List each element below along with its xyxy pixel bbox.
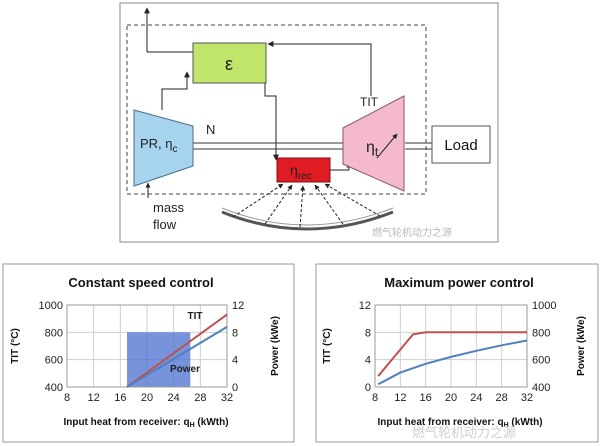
y-left-tick-label: 800: [45, 327, 63, 339]
compressor-shape: [133, 109, 194, 187]
compressor-label-main: PR, η: [140, 136, 173, 151]
x-tick-label: 12: [394, 392, 406, 404]
y-left-axis-label: TIT (°C): [322, 328, 333, 364]
x-tick-label: 24: [470, 392, 482, 404]
x-axis-label-sub: H: [504, 422, 509, 429]
chart-title: Constant speed control: [68, 275, 213, 290]
x-tick-label: 20: [141, 392, 153, 404]
y-left-tick-label: 400: [45, 382, 63, 394]
y-left-tick-label: 600: [45, 355, 63, 367]
y-right-tick-label: 8: [232, 327, 238, 339]
cycle-schematic: ε PR, ηc N ηt TIT ηrec Load mass flow: [119, 2, 499, 243]
recuperator-label-sub: rec: [298, 171, 312, 182]
recuperator-label: ηrec: [290, 162, 312, 182]
compressor-label: PR, ηc: [140, 136, 178, 155]
x-axis-label: Input heat from receiver: qH (kWth): [377, 417, 542, 429]
x-axis-label-unit: (kWth): [509, 417, 543, 428]
y-right-axis-label: Power (kWe): [576, 316, 587, 376]
x-tick-label: 8: [372, 392, 378, 404]
x-axis-label: Input heat from receiver: qH (kWth): [63, 417, 228, 429]
schematic-frame: [119, 2, 499, 243]
mass-flow-label-line2: flow: [153, 217, 177, 232]
compressor-label-sub: c: [173, 144, 178, 155]
chart-title: Maximum power control: [384, 275, 534, 290]
watermark-text: 燃气轮机动力之源: [372, 226, 452, 239]
x-axis-label-main: Input heat from receiver: q: [377, 417, 503, 428]
series-line-power: [377, 339, 528, 386]
y-left-tick-label: 4: [365, 355, 371, 367]
y-left-tick-label: 8: [365, 327, 371, 339]
plot-border: [374, 304, 528, 388]
y-right-tick-label: 600: [532, 355, 550, 367]
compressor-outlet-line: [161, 71, 190, 110]
operating-region: [127, 332, 191, 387]
y-right-tick-label: 4: [232, 355, 238, 367]
x-axis-label-sub: H: [190, 422, 195, 429]
y-right-tick-label: 1000: [532, 300, 556, 312]
load-box: [431, 125, 491, 164]
turbine-shape: [342, 95, 405, 192]
recuperator-effectiveness-box: [192, 42, 267, 84]
constant-speed-control-chart: Constant speed control TIT (°C) Power (k…: [2, 263, 295, 443]
solar-dish-rim: [221, 207, 394, 226]
y-left-axis-label: TIT (°C): [10, 328, 21, 364]
series-line-power: [126, 326, 228, 388]
x-tick-label: 28: [496, 392, 508, 404]
sun-ray: [299, 185, 306, 228]
sun-ray: [264, 184, 293, 225]
series-annotation-tit: TIT: [188, 311, 203, 322]
y-right-tick-label: 800: [532, 327, 550, 339]
y-right-tick-label: 0: [232, 382, 238, 394]
system-boundary: [126, 24, 427, 195]
chart-frame: [315, 263, 599, 443]
y-left-tick-label: 0: [365, 382, 371, 394]
x-tick-label: 8: [64, 392, 70, 404]
solar-dish: [221, 210, 394, 231]
watermark-text: 燃气轮机动力之源: [412, 425, 516, 440]
x-tick-label: 28: [194, 392, 206, 404]
turbine-label-main: η: [366, 139, 375, 156]
turbine-variable-arrow: [376, 133, 398, 159]
x-tick-label: 20: [445, 392, 457, 404]
x-tick-label: 12: [88, 392, 100, 404]
load-label: Load: [444, 137, 477, 154]
x-axis-label-unit: (kWth): [195, 417, 229, 428]
y-right-axis-label: Power (kWe): [270, 316, 281, 376]
y-left-tick-label: 1000: [39, 300, 63, 312]
x-tick-label: 32: [221, 392, 233, 404]
recuperator-box: [276, 157, 331, 183]
series-line-tit: [126, 313, 228, 388]
compressor-to-recuperator-line: [264, 82, 279, 161]
sun-ray: [314, 184, 344, 225]
turbine-label-sub: t: [375, 145, 379, 159]
x-axis-label-main: Input heat from receiver: q: [63, 417, 189, 428]
plot-area: 8 12 16 20 24 28 32 400 600 800 1000 0 4 8 12 TIT Power: [39, 300, 245, 404]
y-left-tick-label: 12: [359, 300, 371, 312]
series-annotation-power: Power: [170, 364, 200, 375]
x-tick-label: 16: [420, 392, 432, 404]
x-tick-label: 32: [521, 392, 533, 404]
epsilon-label: ε: [225, 54, 233, 74]
turbine-label: ηt: [366, 139, 379, 159]
y-right-tick-label: 400: [532, 382, 550, 394]
tit-label: TIT: [360, 95, 379, 109]
y-right-tick-label: 12: [232, 300, 244, 312]
turbine-exhaust-to-recuperator-line: [267, 41, 372, 96]
plot-area: 8 12 16 20 24 28 32 0 4 8 12 400 600 800 1000: [359, 300, 557, 404]
recuperator-label-main: η: [290, 162, 298, 178]
sun-ray: [324, 183, 381, 217]
x-tick-label: 16: [114, 392, 126, 404]
series-line-tit: [377, 331, 527, 377]
shaft-speed-label: N: [206, 122, 215, 137]
plot-border: [66, 304, 228, 388]
maximum-power-control-chart: Maximum power control TIT (°C) Power (kW…: [315, 263, 599, 443]
mass-flow-label-line1: mass: [153, 200, 185, 215]
x-tick-label: 24: [168, 392, 180, 404]
